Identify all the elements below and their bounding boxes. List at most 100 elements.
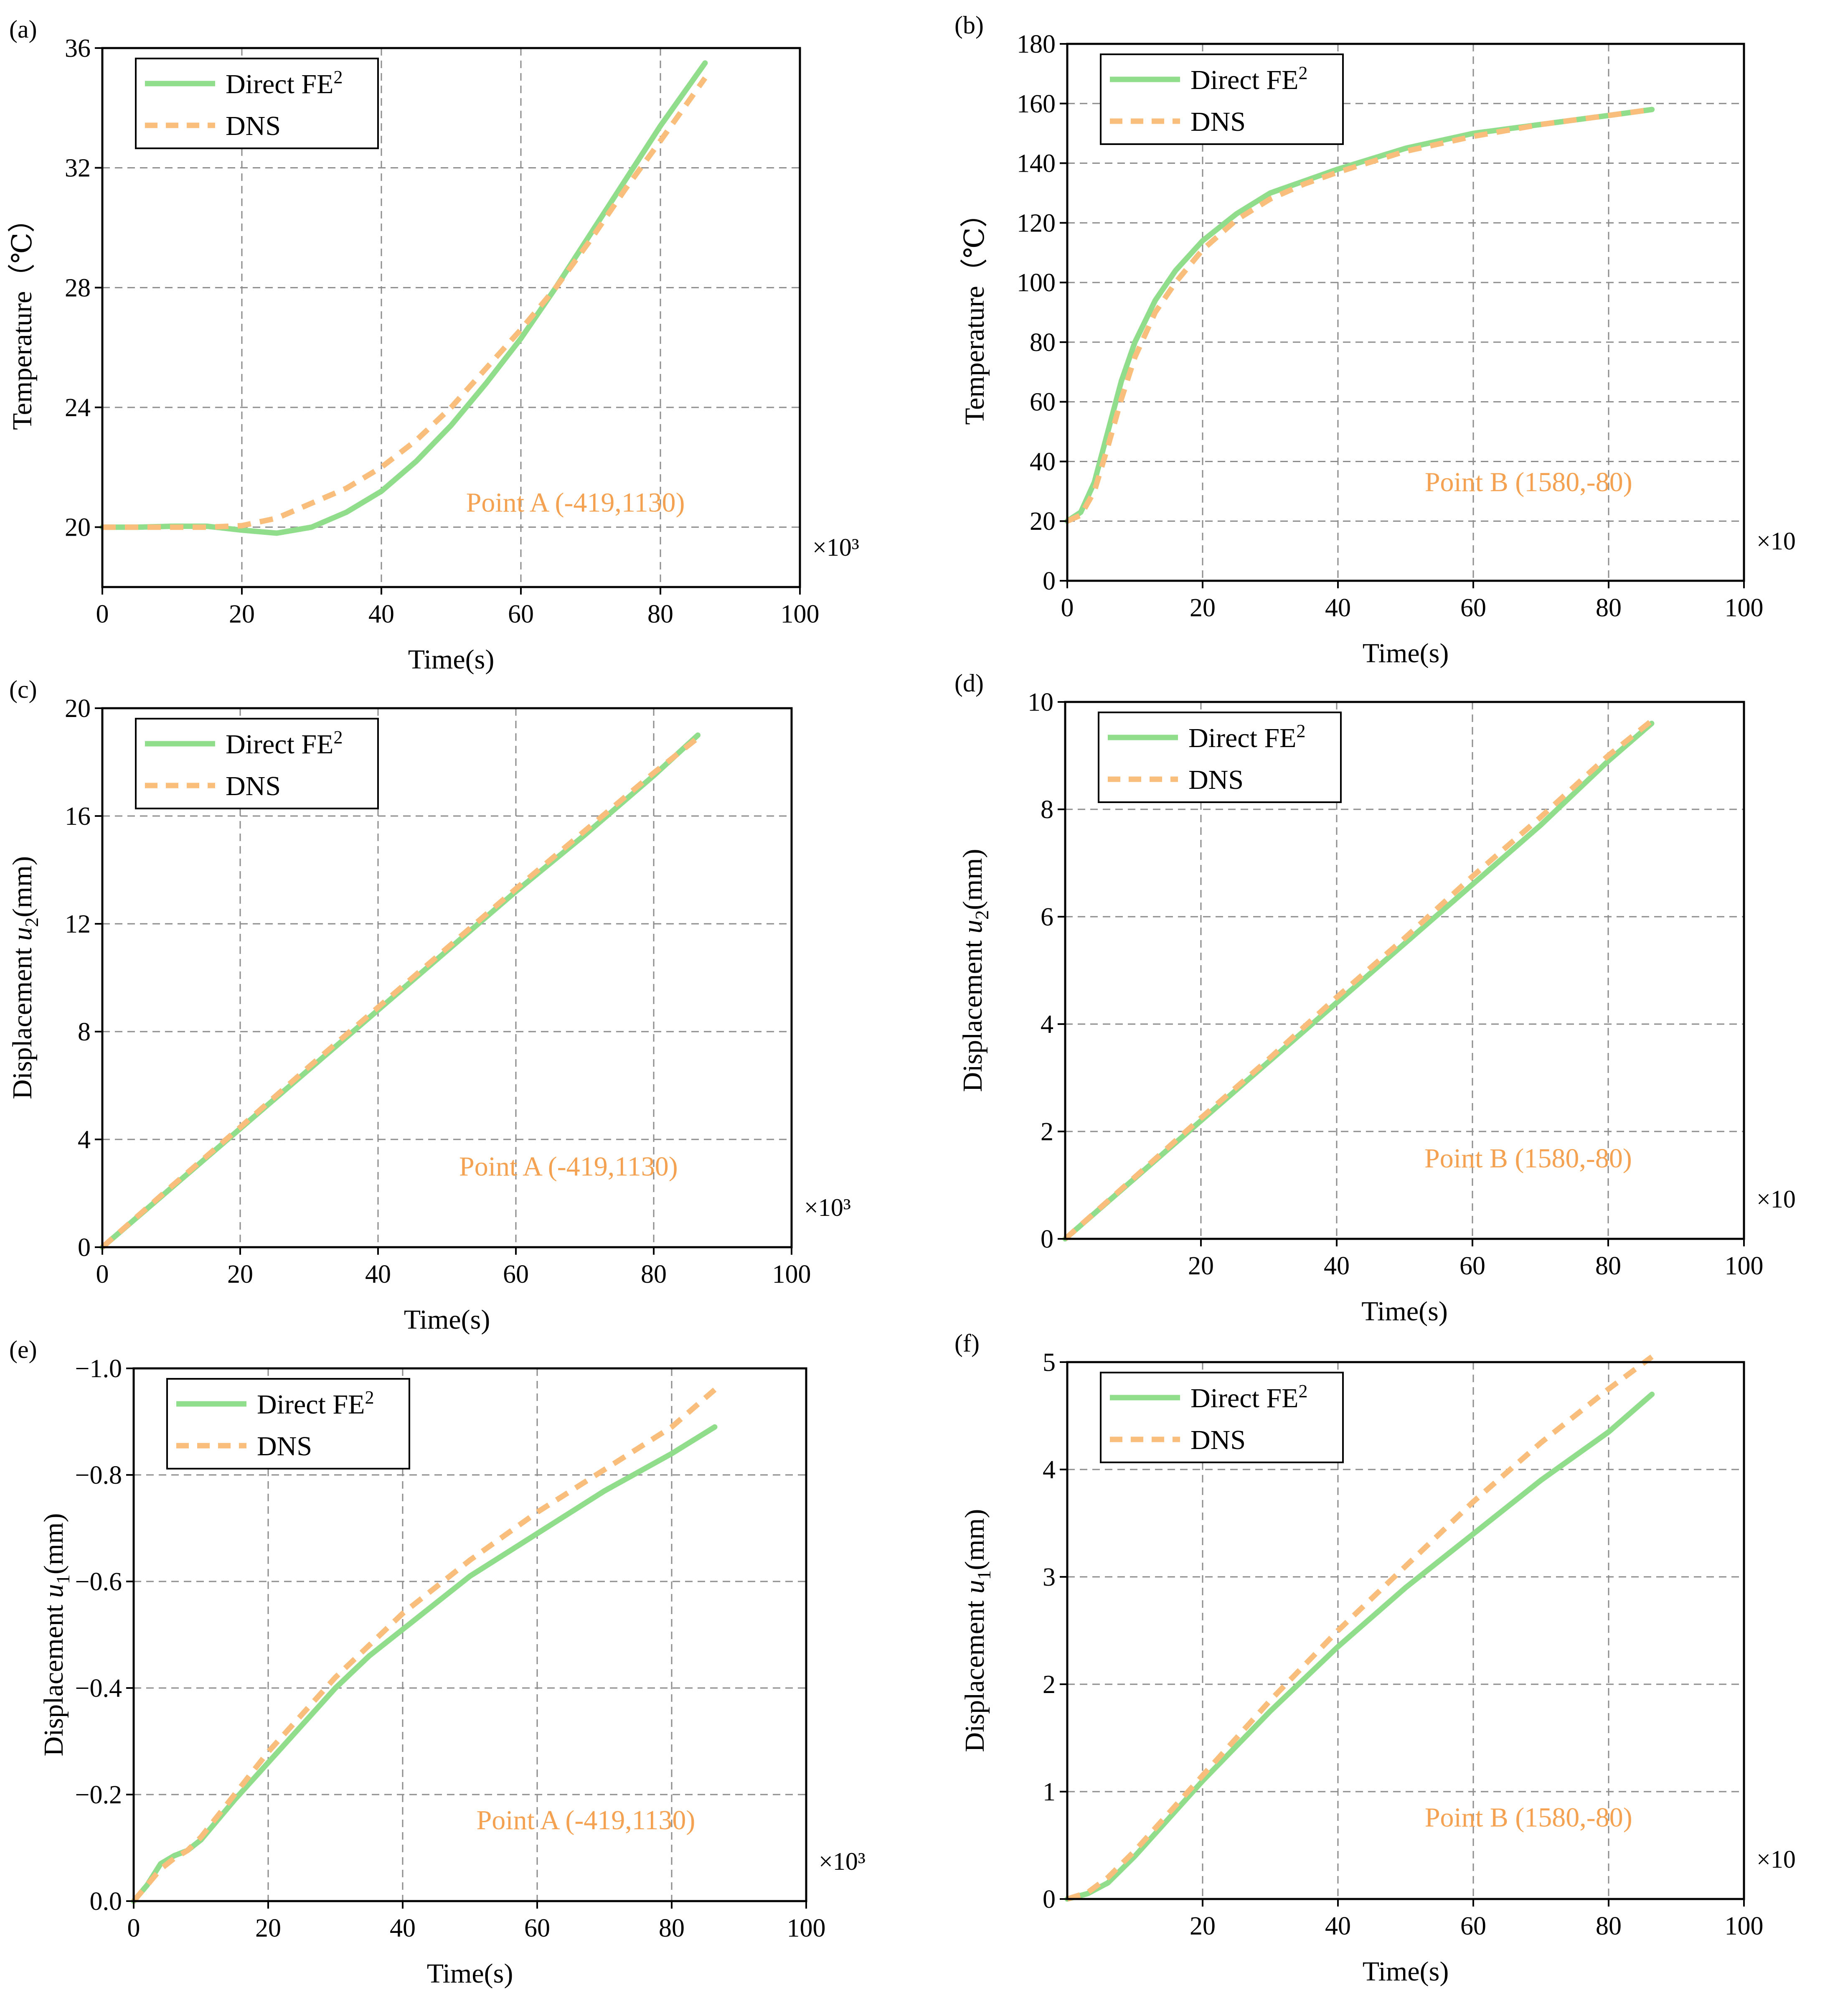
chart-1-x-tick-label: 60: [508, 600, 534, 628]
chart-3-x-axis-label: Time(s): [404, 1304, 490, 1335]
chart-5-legend-label-direct-fe2: Direct FE2: [257, 1387, 374, 1420]
chart-6-legend-label-dns: DNS: [1190, 1425, 1246, 1455]
chart-3-x-tick-label: 100: [772, 1260, 811, 1289]
chart-4-legend-label-direct-fe2: Direct FE2: [1188, 721, 1305, 753]
chart-2-legend-box: [1100, 53, 1344, 145]
chart-5-series-dns-line: [132, 1388, 717, 1903]
chart-2-x-tick-label: 100: [1725, 594, 1764, 622]
chart-6-plot-frame: [1066, 1361, 1745, 1900]
chart-5-y-tick-label: 0.0: [90, 1887, 122, 1916]
chart-5-x-tick-label: 100: [787, 1914, 826, 1942]
chart-panel-d: 20 40 60 80 100 0 2 4 6 8 10 Time(s) Displacement u2…: [954, 669, 1796, 1327]
chart-3-y-tick-label: 4: [78, 1126, 91, 1154]
chart-2-plot-frame: [1066, 43, 1745, 582]
chart-2-y-axis-label: Temperature（℃）: [959, 200, 990, 425]
chart-2-y-tick-label: 20: [1030, 507, 1056, 536]
chart-1-x-tick-label: 20: [229, 600, 255, 628]
chart-2-series-dns-line: [1066, 107, 1652, 524]
chart-3-y-tick-label: 8: [78, 1018, 91, 1046]
chart-5-x-tick-label: 80: [659, 1914, 685, 1942]
chart-4-series-direct-fe2-line: [1062, 720, 1655, 1242]
chart-1-panel-label: (a): [9, 15, 37, 43]
chart-6-x-tick-label: 60: [1460, 1912, 1486, 1940]
chart-5-x-multiplier: ×10³: [819, 1848, 866, 1875]
chart-6-y-tick-label: 0: [1043, 1885, 1056, 1914]
chart-3-legend-box: [135, 718, 379, 809]
chart-2-x-multiplier: ×10: [1756, 527, 1796, 555]
chart-5-x-tick-label: 0: [127, 1914, 140, 1942]
chart-6-series-dns-line: [1066, 1354, 1654, 1902]
chart-4-series-dns-line: [1063, 718, 1654, 1241]
chart-3-plot-frame: [101, 707, 793, 1248]
chart-2-y-tick-label: 120: [1017, 209, 1056, 237]
chart-2-y-tick-label: 180: [1017, 30, 1056, 58]
chart-4-x-axis-label: Time(s): [1361, 1296, 1448, 1327]
chart-6-series-direct-fe2-line: [1064, 1391, 1655, 1902]
chart-4-y-tick-label: 8: [1041, 796, 1053, 824]
chart-6-y-tick-label: 3: [1043, 1563, 1056, 1591]
chart-4-y-tick-label: 10: [1028, 688, 1053, 717]
chart-5-y-axis-label: Displacement u1(mm): [38, 1513, 74, 1756]
chart-5-plot-frame: [132, 1367, 807, 1902]
chart-5-x-axis-label: Time(s): [427, 1958, 513, 1989]
chart-1-y-tick-label: 24: [65, 394, 91, 422]
chart-1-x-tick-label: 0: [96, 600, 109, 628]
chart-5-y-tick-label: −1.0: [75, 1355, 122, 1383]
chart-5-legend-box: [166, 1378, 410, 1469]
chart-3-legend-label-dns: DNS: [226, 771, 281, 801]
chart-3-series-dns-line: [100, 735, 700, 1249]
chart-1-series-dns-line: [102, 76, 708, 530]
chart-5-y-tick-label: −0.2: [75, 1781, 122, 1809]
chart-6-y-tick-label: 5: [1043, 1348, 1056, 1377]
chart-3-y-axis-label: Displacement u2(mm): [7, 856, 42, 1099]
chart-6-x-tick-label: 40: [1325, 1912, 1351, 1940]
chart-6-x-tick-label: 100: [1725, 1912, 1764, 1940]
chart-6-y-tick-label: 1: [1043, 1778, 1056, 1806]
chart-1-y-tick-label: 28: [65, 274, 91, 302]
chart-1-x-axis-label: Time(s): [408, 644, 495, 675]
chart-2-point-annotation: Point B (1580,-80): [1425, 467, 1632, 497]
chart-panel-e: 0 20 40 60 80 100 0.0 −0.2 −0.4 −0.6 −0.8 −1.0 Time(…: [9, 1336, 866, 1989]
chart-2-x-tick-label: 80: [1596, 594, 1622, 622]
chart-4-legend-box: [1098, 712, 1342, 803]
chart-5-series-direct-fe2-line: [131, 1424, 718, 1904]
chart-5-y-tick-label: −0.8: [75, 1461, 122, 1490]
chart-2-panel-label: (b): [954, 11, 984, 39]
chart-1-y-tick-label: 32: [65, 154, 91, 183]
chart-3-x-tick-label: 80: [641, 1260, 667, 1289]
chart-2-legend-label-dns: DNS: [1190, 107, 1246, 137]
chart-2-y-tick-label: 0: [1043, 567, 1056, 595]
chart-4-plot-frame: [1064, 701, 1745, 1240]
chart-1-x-multiplier: ×10³: [812, 534, 859, 561]
chart-3-x-tick-label: 20: [227, 1260, 253, 1289]
chart-1-y-axis-label: Temperature（℃）: [7, 205, 38, 430]
chart-4-x-tick-label: 40: [1324, 1252, 1350, 1280]
chart-panel-a: 0 20 40 60 80 100 20 24 28 32 36 Time(s) Temperature…: [7, 15, 859, 675]
chart-1-x-tick-label: 80: [647, 600, 673, 628]
chart-4-x-multiplier: ×10: [1756, 1185, 1796, 1213]
chart-panel-b: 0 20 40 60 80 100 0 20 40 60 80 100 120 140 160 180 Time…: [954, 11, 1796, 669]
chart-panel-f: 20 40 60 80 100 0 1 2 3 4 5 Time(s) Displacement u1(…: [954, 1330, 1796, 1987]
chart-4-x-tick-label: 80: [1595, 1252, 1621, 1280]
chart-6-y-tick-label: 2: [1043, 1670, 1056, 1699]
chart-6-legend-box: [1100, 1372, 1344, 1463]
chart-1-point-annotation: Point A (-419,1130): [466, 487, 685, 518]
chart-2-y-tick-label: 100: [1017, 269, 1056, 297]
chart-5-x-tick-label: 60: [524, 1914, 550, 1942]
chart-4-y-tick-label: 0: [1041, 1225, 1053, 1253]
chart-2-x-axis-label: Time(s): [1363, 638, 1449, 669]
chart-6-y-axis-label: Displacement u1(mm): [959, 1509, 995, 1752]
chart-3-x-tick-label: 40: [365, 1260, 391, 1289]
chart-6-legend-label-direct-fe2: Direct FE2: [1190, 1381, 1307, 1413]
chart-6-x-multiplier: ×10: [1756, 1846, 1796, 1873]
chart-5-point-annotation: Point A (-419,1130): [477, 1805, 695, 1836]
chart-2-y-tick-label: 80: [1030, 328, 1056, 357]
chart-2-x-tick-label: 0: [1061, 594, 1074, 622]
chart-3-x-tick-label: 60: [503, 1260, 529, 1289]
chart-6-x-tick-label: 20: [1190, 1912, 1216, 1940]
chart-4-point-annotation: Point B (1580,-80): [1424, 1143, 1632, 1174]
chart-3-y-tick-label: 12: [65, 910, 91, 938]
chart-2-y-tick-label: 160: [1017, 90, 1056, 118]
chart-2-y-tick-label: 60: [1030, 388, 1056, 417]
